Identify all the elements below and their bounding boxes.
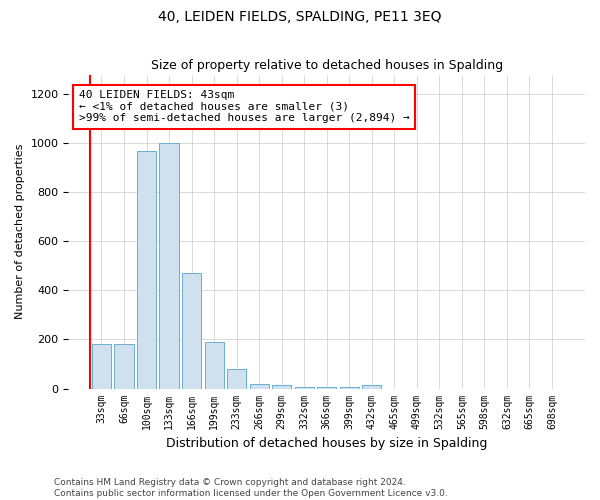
Y-axis label: Number of detached properties: Number of detached properties [15,144,25,319]
Bar [205,342,224,388]
Bar [92,344,111,389]
Text: 40, LEIDEN FIELDS, SPALDING, PE11 3EQ: 40, LEIDEN FIELDS, SPALDING, PE11 3EQ [158,10,442,24]
Bar [227,369,246,388]
Bar [362,385,382,388]
Bar [137,150,156,388]
Text: 40 LEIDEN FIELDS: 43sqm
← <1% of detached houses are smaller (3)
>99% of semi-de: 40 LEIDEN FIELDS: 43sqm ← <1% of detache… [79,90,409,124]
Title: Size of property relative to detached houses in Spalding: Size of property relative to detached ho… [151,59,503,72]
Bar [295,386,314,388]
Text: Contains HM Land Registry data © Crown copyright and database right 2024.
Contai: Contains HM Land Registry data © Crown c… [54,478,448,498]
X-axis label: Distribution of detached houses by size in Spalding: Distribution of detached houses by size … [166,437,487,450]
Bar [272,385,291,388]
Bar [250,384,269,388]
Bar [115,344,134,389]
Bar [160,143,179,388]
Bar [182,274,201,388]
